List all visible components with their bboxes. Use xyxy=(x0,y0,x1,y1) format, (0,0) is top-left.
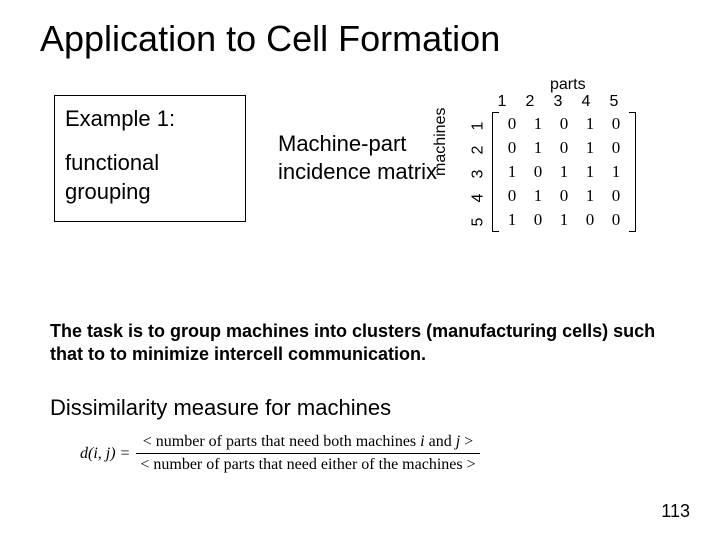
row-header: 3 xyxy=(466,170,490,179)
matrix-cell: 0 xyxy=(525,208,551,232)
formula-lhs: d(i, j) = xyxy=(80,445,130,463)
page-title: Application to Cell Formation xyxy=(40,18,500,60)
matrix-cell: 0 xyxy=(551,112,577,136)
dissimilarity-heading: Dissimilarity measure for machines xyxy=(50,395,391,421)
bracket-right xyxy=(629,112,636,232)
matrix-cell: 0 xyxy=(499,136,525,160)
matrix-cell: 1 xyxy=(577,184,603,208)
page-number: 113 xyxy=(661,501,690,522)
formula-denominator: < number of parts that need either of th… xyxy=(136,453,479,475)
formula-numerator: < number of parts that need both machine… xyxy=(139,432,477,453)
slide: Application to Cell Formation Example 1:… xyxy=(0,0,720,540)
num-post: > xyxy=(460,433,473,450)
matrix-cell: 1 xyxy=(525,112,551,136)
matrix-col-headers: 1 2 3 4 5 xyxy=(488,93,628,111)
col-header: 3 xyxy=(544,93,572,111)
col-header: 2 xyxy=(516,93,544,111)
num-mid: and xyxy=(425,433,456,450)
matrix-cell: 0 xyxy=(603,208,629,232)
matrix-cell: 1 xyxy=(577,136,603,160)
example-box: Example 1: functional grouping xyxy=(54,95,246,222)
formula-fraction: < number of parts that need both machine… xyxy=(136,432,479,475)
row-header: 4 xyxy=(466,194,490,203)
matrix-bracketed: 0 1 0 1 0 0 1 0 1 0 1 0 1 1 1 0 1 0 1 0 xyxy=(492,112,636,232)
matrix-row-headers: 1 2 3 4 5 xyxy=(474,114,483,234)
num-pre: < number of parts that need both machine… xyxy=(143,433,420,450)
matrix-cell: 1 xyxy=(577,112,603,136)
matrix-cell: 0 xyxy=(577,208,603,232)
col-header: 1 xyxy=(488,93,516,111)
col-header: 4 xyxy=(572,93,600,111)
col-header: 5 xyxy=(600,93,628,111)
row-header: 1 xyxy=(466,122,490,131)
matrix-grid: 0 1 0 1 0 0 1 0 1 0 1 0 1 1 1 0 1 0 1 0 xyxy=(499,112,629,232)
formula-args: (i, j) = xyxy=(88,445,130,462)
matrix-cell: 1 xyxy=(499,160,525,184)
matrix-cell: 0 xyxy=(499,112,525,136)
row-header: 5 xyxy=(466,218,490,227)
matrix-cell: 1 xyxy=(499,208,525,232)
matrix-cell: 1 xyxy=(525,136,551,160)
mp-incidence-label: Machine-part incidence matrix xyxy=(278,130,437,185)
matrix-cell: 1 xyxy=(551,208,577,232)
machines-axis-label: machines xyxy=(432,108,450,176)
matrix-cell: 0 xyxy=(525,160,551,184)
task-description: The task is to group machines into clust… xyxy=(50,320,660,365)
matrix-cell: 0 xyxy=(603,112,629,136)
matrix-cell: 1 xyxy=(551,160,577,184)
matrix-cell: 1 xyxy=(603,160,629,184)
formula-d: d xyxy=(80,445,88,462)
matrix-cell: 1 xyxy=(577,160,603,184)
bracket-left xyxy=(492,112,499,232)
matrix-cell: 0 xyxy=(499,184,525,208)
matrix-cell: 0 xyxy=(551,184,577,208)
matrix-cell: 0 xyxy=(603,136,629,160)
example-sub2: grouping xyxy=(65,177,235,207)
example-sub1: functional xyxy=(65,148,235,178)
parts-axis-label: parts xyxy=(550,76,586,94)
matrix-cell: 0 xyxy=(551,136,577,160)
matrix-cell: 0 xyxy=(603,184,629,208)
matrix-cell: 1 xyxy=(525,184,551,208)
mp-line1: Machine-part xyxy=(278,130,437,158)
mp-line2: incidence matrix xyxy=(278,158,437,186)
row-header: 2 xyxy=(466,146,490,155)
example-label: Example 1: xyxy=(65,104,235,134)
dissimilarity-formula: d(i, j) = < number of parts that need bo… xyxy=(80,432,480,475)
